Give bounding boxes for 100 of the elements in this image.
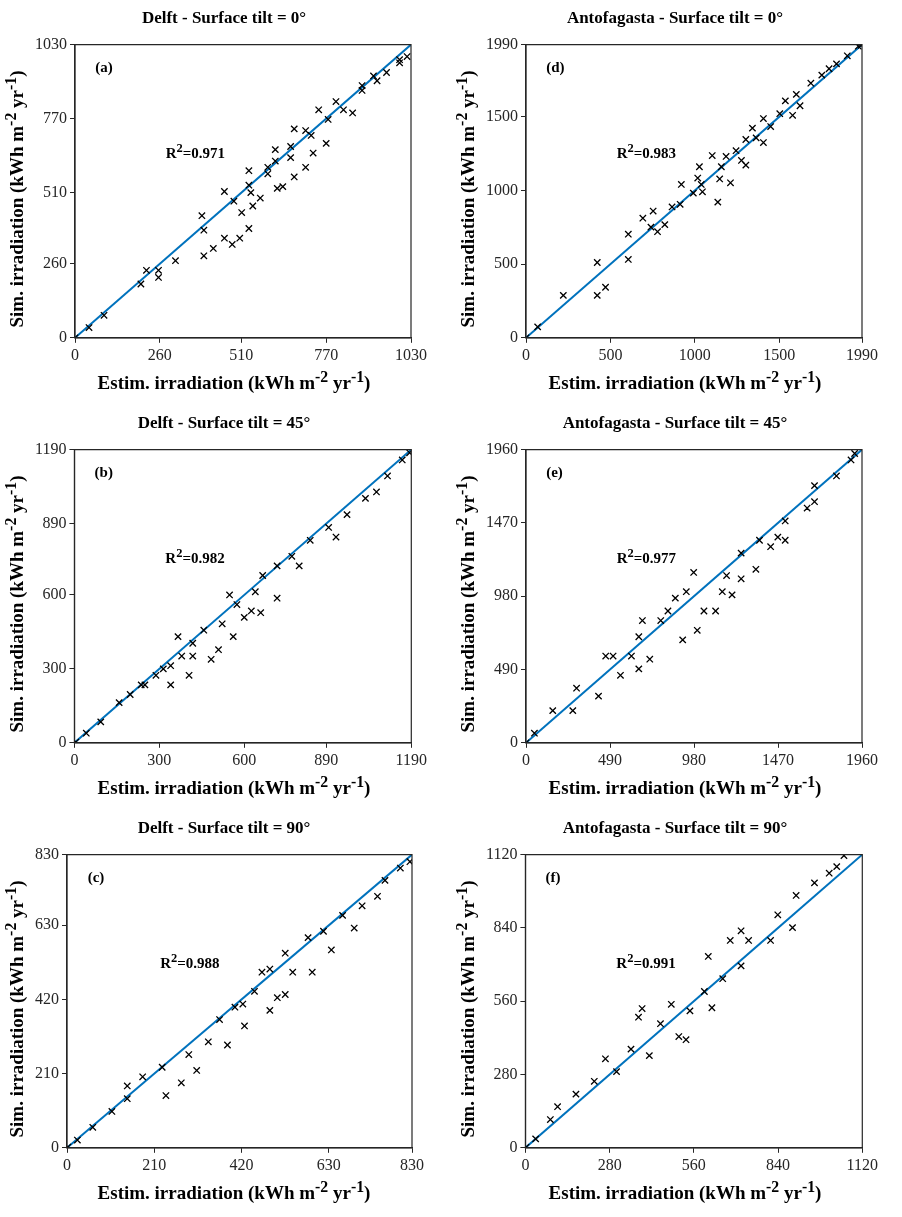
chart-title: Antofagasta - Surface tilt = 0° <box>565 8 785 28</box>
point <box>817 71 826 79</box>
point <box>624 255 633 264</box>
x-tick-label: 830 <box>400 1155 424 1173</box>
x-tick-label: 260 <box>147 345 172 363</box>
point <box>759 138 768 147</box>
point <box>796 101 804 110</box>
point <box>638 1004 646 1013</box>
annotation: (a) <box>95 59 113 77</box>
point <box>273 184 282 193</box>
point <box>601 283 610 292</box>
point <box>96 718 105 726</box>
point <box>711 607 720 615</box>
point <box>531 1135 540 1143</box>
point <box>373 892 382 901</box>
point <box>624 230 633 239</box>
y-tick-label: 1470 <box>486 513 518 531</box>
point <box>674 1032 683 1041</box>
point <box>548 706 557 715</box>
x-axis-title: Estim. irradiation (kWh m$^{-2}$ yr$^{-1}$) <box>547 1178 823 1205</box>
y-tick-label: 260 <box>43 253 67 271</box>
point <box>171 256 180 265</box>
chart-title: Delft - Surface tilt = 90° <box>136 818 312 838</box>
y-tick-label: 0 <box>510 733 518 750</box>
x-tick-label: 0 <box>71 345 79 363</box>
point <box>301 126 310 135</box>
point <box>100 311 108 320</box>
x-tick-label: 1990 <box>846 345 878 363</box>
y-tick-label: 560 <box>493 991 518 1009</box>
point <box>225 591 234 599</box>
point <box>627 1045 635 1053</box>
y-tick-label: 420 <box>35 989 59 1007</box>
point <box>700 987 709 996</box>
point <box>273 993 282 1002</box>
point <box>162 1091 170 1100</box>
point <box>233 600 241 609</box>
point <box>258 571 267 580</box>
y-tick-label: 840 <box>493 918 518 936</box>
point <box>348 109 357 117</box>
point <box>332 533 340 541</box>
point <box>700 607 708 615</box>
point <box>530 729 539 738</box>
point <box>752 565 760 574</box>
point <box>559 291 568 300</box>
point <box>304 933 312 942</box>
point <box>792 891 800 900</box>
point <box>678 636 687 644</box>
annotation: (f) <box>545 869 561 887</box>
point <box>174 632 182 641</box>
point <box>238 1000 247 1008</box>
point <box>395 55 404 64</box>
point <box>256 194 265 202</box>
point <box>288 968 297 977</box>
point <box>682 587 691 596</box>
point <box>649 207 657 215</box>
x-tick-label: 510 <box>229 345 254 363</box>
point <box>286 142 295 151</box>
point <box>278 182 287 191</box>
point <box>832 472 841 480</box>
point <box>207 655 215 664</box>
point <box>231 1003 239 1012</box>
chart-title: Antofagasta - Surface tilt = 90° <box>561 818 789 838</box>
point <box>281 990 290 999</box>
point <box>372 488 381 496</box>
point <box>671 594 680 602</box>
point <box>693 174 702 182</box>
point <box>850 449 859 458</box>
point <box>722 571 731 580</box>
x-axis-title: Estim. irradiation (kWh m$^{-2}$ yr$^{-1}$) <box>96 1178 372 1205</box>
point <box>256 608 265 617</box>
point <box>572 684 581 693</box>
point <box>286 153 295 162</box>
point <box>382 68 391 77</box>
annotation: R$^{2}$=0.988 <box>160 951 220 973</box>
point <box>634 632 643 641</box>
point <box>271 157 280 165</box>
x-tick-label: 630 <box>316 1155 341 1173</box>
annotation: (c) <box>87 869 105 887</box>
point <box>726 936 735 945</box>
x-tick-label: 600 <box>232 750 257 768</box>
point <box>726 178 735 187</box>
point <box>185 671 193 680</box>
point <box>601 1054 610 1063</box>
point <box>639 214 647 222</box>
x-tick-label: 300 <box>147 750 172 768</box>
x-axis-title: Estim. irradiation (kWh m$^{-2}$ yr$^{-1}$) <box>547 368 823 395</box>
x-tick-label: 420 <box>229 1155 254 1173</box>
chart-title: Antofagasta - Surface tilt = 45° <box>561 413 789 433</box>
point <box>177 652 186 660</box>
point <box>546 1115 555 1124</box>
point <box>759 114 768 123</box>
point <box>199 626 208 635</box>
point <box>682 1035 690 1044</box>
point <box>327 946 336 954</box>
point <box>825 64 833 73</box>
point <box>166 661 175 670</box>
x-tick-label: 500 <box>598 345 623 363</box>
point <box>138 1072 147 1081</box>
y-tick-label: 1990 <box>486 34 518 52</box>
point <box>732 146 740 155</box>
